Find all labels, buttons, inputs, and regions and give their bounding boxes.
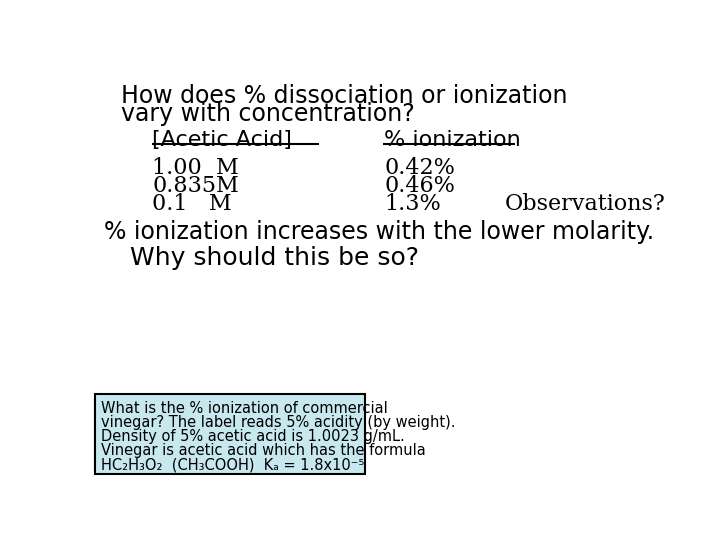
Text: 0.42%: 0.42% — [384, 157, 455, 179]
Text: 0.1   M: 0.1 M — [152, 193, 232, 215]
Text: 0.835M: 0.835M — [152, 175, 239, 197]
Text: Vinegar is acetic acid which has the formula: Vinegar is acetic acid which has the for… — [101, 443, 426, 458]
Text: [Acetic Acid]: [Acetic Acid] — [152, 130, 292, 150]
FancyBboxPatch shape — [94, 394, 365, 475]
Text: Observations?: Observations? — [505, 193, 665, 215]
Text: 0.46%: 0.46% — [384, 175, 455, 197]
Text: Why should this be so?: Why should this be so? — [130, 246, 419, 270]
Text: vinegar? The label reads 5% acidity (by weight).: vinegar? The label reads 5% acidity (by … — [101, 415, 455, 430]
Text: vary with concentration?: vary with concentration? — [121, 102, 415, 126]
Text: HC₂H₃O₂  (CH₃COOH)  Kₐ = 1.8x10⁻⁵: HC₂H₃O₂ (CH₃COOH) Kₐ = 1.8x10⁻⁵ — [101, 457, 364, 472]
Text: How does % dissociation or ionization: How does % dissociation or ionization — [121, 84, 567, 108]
Text: Density of 5% acetic acid is 1.0023 g/mL.: Density of 5% acetic acid is 1.0023 g/mL… — [101, 429, 405, 444]
Text: % ionization: % ionization — [384, 130, 521, 150]
Text: 1.00  M: 1.00 M — [152, 157, 239, 179]
Text: What is the % ionization of commercial: What is the % ionization of commercial — [101, 401, 387, 415]
Text: 1.3%: 1.3% — [384, 193, 441, 215]
Text: % ionization increases with the lower molarity.: % ionization increases with the lower mo… — [104, 220, 654, 244]
